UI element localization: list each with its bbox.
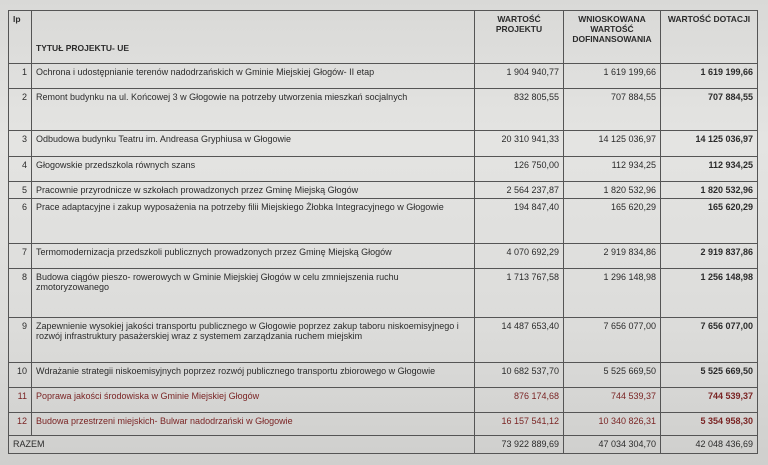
row-lp: 2 [8, 88, 32, 131]
row-grant: 2 919 837,86 [660, 243, 758, 269]
row-title: Zapewnienie wysokiej jakości transportu … [31, 317, 475, 363]
row-lp: 12 [8, 412, 32, 436]
row-value: 832 805,55 [474, 88, 564, 131]
row-lp: 10 [8, 362, 32, 388]
row-title: Budowa ciągów pieszo- rowerowych w Gmini… [31, 268, 475, 318]
table-row: 9 Zapewnienie wysokiej jakości transportu… [8, 317, 758, 363]
row-requested: 5 525 669,50 [563, 362, 661, 388]
row-value: 4 070 692,29 [474, 243, 564, 269]
row-lp: 5 [8, 181, 32, 199]
row-title: Poprawa jakości środowiska w Gminie Miej… [31, 387, 475, 413]
row-value: 2 564 237,87 [474, 181, 564, 199]
row-grant: 7 656 077,00 [660, 317, 758, 363]
row-grant: 5 354 958,30 [660, 412, 758, 436]
row-lp: 1 [8, 63, 32, 89]
row-requested: 10 340 826,31 [563, 412, 661, 436]
table-row: 6 Prace adaptacyjne i zakup wyposażenia n… [8, 198, 758, 244]
row-title: Wdrażanie strategii niskoemisyjnych popr… [31, 362, 475, 388]
total-grant: 42 048 436,69 [660, 435, 758, 454]
row-lp: 3 [8, 130, 32, 157]
row-grant: 165 620,29 [660, 198, 758, 244]
row-requested: 165 620,29 [563, 198, 661, 244]
row-title: Termomodernizacja przedszkoli publicznyc… [31, 243, 475, 269]
table-row: 4 Głogowskie przedszkola równych szans 126… [8, 156, 758, 182]
row-lp: 9 [8, 317, 32, 363]
row-requested: 744 539,37 [563, 387, 661, 413]
row-title: Remont budynku na ul. Końcowej 3 w Głogo… [31, 88, 475, 131]
row-title: Prace adaptacyjne i zakup wyposażenia na… [31, 198, 475, 244]
row-lp: 7 [8, 243, 32, 269]
table-row: 10 Wdrażanie strategii niskoemisyjnych po… [8, 362, 758, 388]
table-row: 1 Ochrona i udostępnianie terenów nadodrz… [8, 63, 758, 89]
row-lp: 11 [8, 387, 32, 413]
row-value: 126 750,00 [474, 156, 564, 182]
row-grant: 1 619 199,66 [660, 63, 758, 89]
row-grant: 112 934,25 [660, 156, 758, 182]
header-row: lp TYTUŁ PROJEKTU- UE WARTOŚĆ PROJEKTU W… [8, 10, 758, 64]
row-value: 10 682 537,70 [474, 362, 564, 388]
table-row: 3 Odbudowa budynku Teatru im. Andreasa Gr… [8, 130, 758, 157]
row-requested: 1 619 199,66 [563, 63, 661, 89]
row-requested: 14 125 036,97 [563, 130, 661, 157]
total-label: RAZEM [8, 435, 475, 454]
row-value: 1 713 767,58 [474, 268, 564, 318]
header-requested: WNIOSKOWANA WARTOŚĆ DOFINANSOWANIA [563, 10, 661, 64]
header-value: WARTOŚĆ PROJEKTU [474, 10, 564, 64]
table-row: 2 Remont budynku na ul. Końcowej 3 w Głog… [8, 88, 758, 131]
table-row: 8 Budowa ciągów pieszo- rowerowych w Gmin… [8, 268, 758, 318]
row-requested: 1 296 148,98 [563, 268, 661, 318]
header-title: TYTUŁ PROJEKTU- UE [31, 10, 475, 64]
row-title: Budowa przestrzeni miejskich- Bulwar nad… [31, 412, 475, 436]
row-title: Głogowskie przedszkola równych szans [31, 156, 475, 182]
row-value: 14 487 653,40 [474, 317, 564, 363]
row-title: Ochrona i udostępnianie terenów nadodrza… [31, 63, 475, 89]
row-lp: 8 [8, 268, 32, 318]
header-grant: WARTOŚĆ DOTACJI [660, 10, 758, 64]
row-title: Odbudowa budynku Teatru im. Andreasa Gry… [31, 130, 475, 157]
header-lp: lp [8, 10, 32, 64]
row-grant: 707 884,55 [660, 88, 758, 131]
row-value: 16 157 541,12 [474, 412, 564, 436]
row-grant: 1 820 532,96 [660, 181, 758, 199]
row-title: Pracownie przyrodnicze w szkołach prowad… [31, 181, 475, 199]
total-value: 73 922 889,69 [474, 435, 564, 454]
table-row: 5 Pracownie przyrodnicze w szkołach prowa… [8, 181, 758, 199]
row-grant: 14 125 036,97 [660, 130, 758, 157]
row-grant: 1 256 148,98 [660, 268, 758, 318]
total-row: RAZEM 73 922 889,69 47 034 304,70 42 048 43… [8, 435, 758, 454]
projects-table: lp TYTUŁ PROJEKTU- UE WARTOŚĆ PROJEKTU W… [8, 10, 758, 454]
row-value: 194 847,40 [474, 198, 564, 244]
row-lp: 4 [8, 156, 32, 182]
row-grant: 5 525 669,50 [660, 362, 758, 388]
row-requested: 7 656 077,00 [563, 317, 661, 363]
total-requested: 47 034 304,70 [563, 435, 661, 454]
row-value: 20 310 941,33 [474, 130, 564, 157]
row-requested: 707 884,55 [563, 88, 661, 131]
row-requested: 112 934,25 [563, 156, 661, 182]
row-requested: 1 820 532,96 [563, 181, 661, 199]
row-requested: 2 919 834,86 [563, 243, 661, 269]
row-grant: 744 539,37 [660, 387, 758, 413]
row-lp: 6 [8, 198, 32, 244]
row-value: 876 174,68 [474, 387, 564, 413]
table-row: 11 Poprawa jakości środowiska w Gminie Mi… [8, 387, 758, 413]
table-row: 12 Budowa przestrzeni miejskich- Bulwar n… [8, 412, 758, 436]
row-value: 1 904 940,77 [474, 63, 564, 89]
table-row: 7 Termomodernizacja przedszkoli publiczny… [8, 243, 758, 269]
